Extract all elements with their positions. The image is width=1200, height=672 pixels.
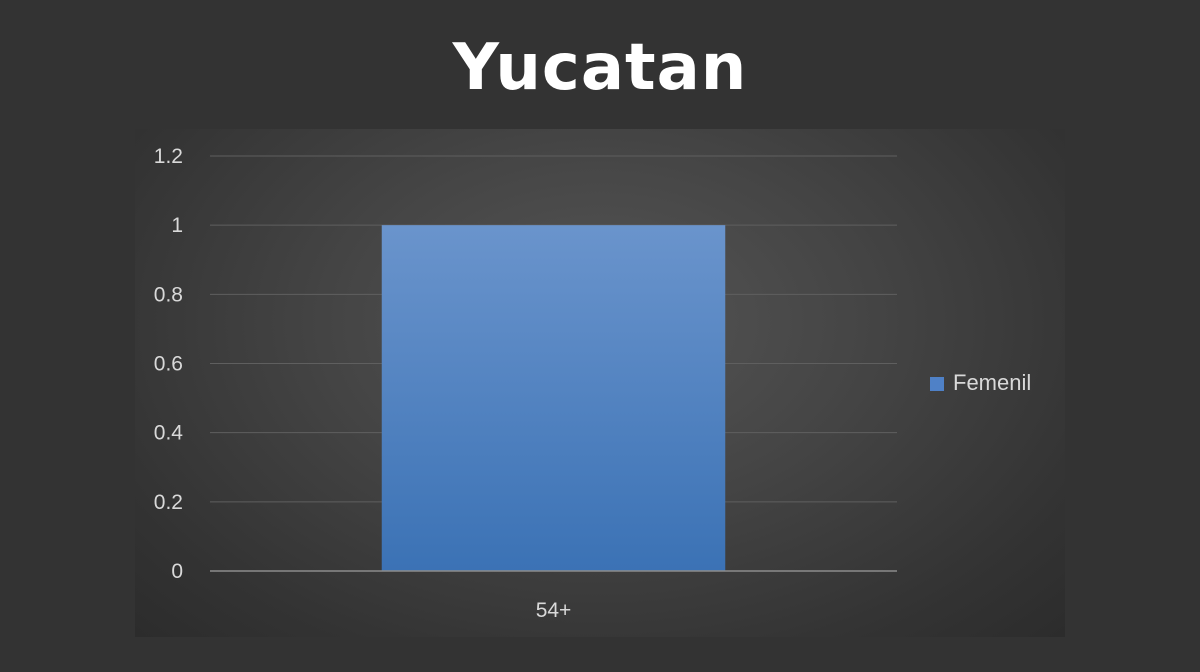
chart-title: Yucatan [452,31,748,105]
chart-panel: 0 0.2 0.4 0.6 0.8 1 1.2 54+ Femenil [135,129,1065,637]
y-tick-label: 0 [171,560,183,583]
x-tick-label: 54+ [536,599,572,622]
y-tick-label: 0.2 [154,491,183,514]
y-tick-label: 0.8 [154,283,183,306]
y-tick-label: 1.2 [154,145,183,168]
y-tick-label: 0.4 [154,422,184,445]
bar[interactable] [381,225,726,571]
chart-plot: 0 0.2 0.4 0.6 0.8 1 1.2 54+ Femenil [154,145,1031,622]
legend-swatch [930,377,944,391]
y-tick-label: 0.6 [154,353,183,376]
y-tick-label: 1 [171,214,183,237]
legend-label: Femenil [953,370,1031,395]
